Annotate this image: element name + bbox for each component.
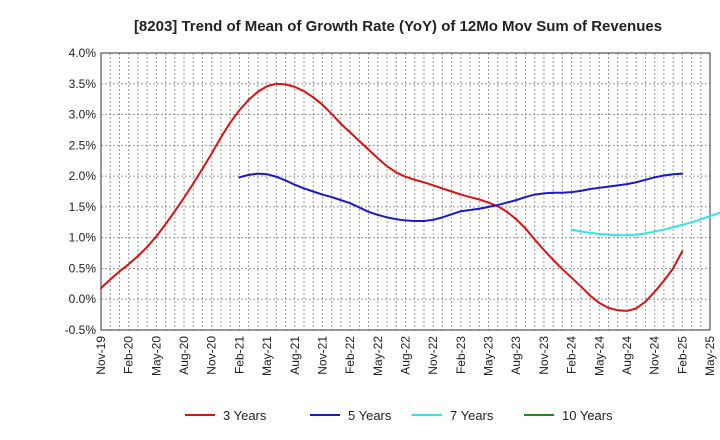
series-line-5-years bbox=[238, 172, 684, 223]
x-tick-label: Nov-23 bbox=[537, 336, 551, 375]
x-tick-label: May-25 bbox=[703, 336, 717, 376]
y-tick-label: 2.5% bbox=[69, 138, 97, 152]
x-axis: Nov-19 Feb-20 May-20 Aug-20 Nov-20 Feb-21 May-… bbox=[94, 336, 717, 376]
x-tick-label: May-20 bbox=[149, 336, 163, 376]
plot-area bbox=[100, 52, 711, 331]
y-tick-label: 0.5% bbox=[69, 261, 97, 275]
y-tick-label: 4.0% bbox=[69, 46, 97, 60]
x-tick-label: May-21 bbox=[260, 336, 274, 376]
x-tick-label: Nov-19 bbox=[94, 336, 108, 375]
x-tick-label: Nov-20 bbox=[205, 336, 219, 375]
y-tick-label: 0.0% bbox=[69, 292, 97, 306]
grid bbox=[100, 52, 711, 331]
legend: 3 Years 5 Years 7 Years 10 Years bbox=[185, 408, 613, 423]
x-tick-label: Feb-25 bbox=[675, 336, 689, 374]
y-tick-label: 2.0% bbox=[69, 169, 97, 183]
x-tick-label: Nov-22 bbox=[426, 336, 440, 375]
y-tick-label: 1.5% bbox=[69, 200, 97, 214]
x-tick-label: Feb-23 bbox=[454, 336, 468, 374]
x-tick-label: May-23 bbox=[482, 336, 496, 376]
x-tick-label: Aug-22 bbox=[399, 336, 413, 375]
x-tick-label: Feb-21 bbox=[232, 336, 246, 374]
y-tick-label: 1.0% bbox=[69, 231, 97, 245]
x-tick-label: Aug-23 bbox=[509, 336, 523, 375]
legend-label-5-years: 5 Years bbox=[348, 408, 392, 423]
x-tick-label: May-22 bbox=[371, 336, 385, 376]
y-tick-label: 3.0% bbox=[69, 108, 97, 122]
legend-label-3-years: 3 Years bbox=[223, 408, 267, 423]
y-tick-label: 3.5% bbox=[69, 77, 97, 91]
x-tick-label: Aug-24 bbox=[620, 336, 634, 375]
x-tick-label: Aug-21 bbox=[288, 336, 302, 375]
chart-title: [8203] Trend of Mean of Growth Rate (YoY… bbox=[134, 18, 662, 35]
series-line-7-years bbox=[570, 211, 720, 237]
x-tick-label: Aug-20 bbox=[177, 336, 191, 375]
series-group bbox=[100, 82, 720, 312]
y-axis: -0.5% 0.0% 0.5% 1.0% 1.5% 2.0% 2.5% 3.0% 3.5% 4.0… bbox=[65, 46, 97, 337]
legend-label-10-years: 10 Years bbox=[562, 408, 613, 423]
legend-label-7-years: 7 Years bbox=[450, 408, 494, 423]
x-tick-label: Feb-22 bbox=[343, 336, 357, 374]
x-tick-label: May-24 bbox=[592, 336, 606, 376]
x-tick-label: Nov-21 bbox=[315, 336, 329, 375]
x-tick-label: Feb-20 bbox=[122, 336, 136, 374]
y-tick-label: -0.5% bbox=[65, 323, 97, 337]
series-line-3-years bbox=[100, 82, 684, 312]
x-tick-label: Feb-24 bbox=[565, 336, 579, 374]
x-tick-label: Nov-24 bbox=[648, 336, 662, 375]
